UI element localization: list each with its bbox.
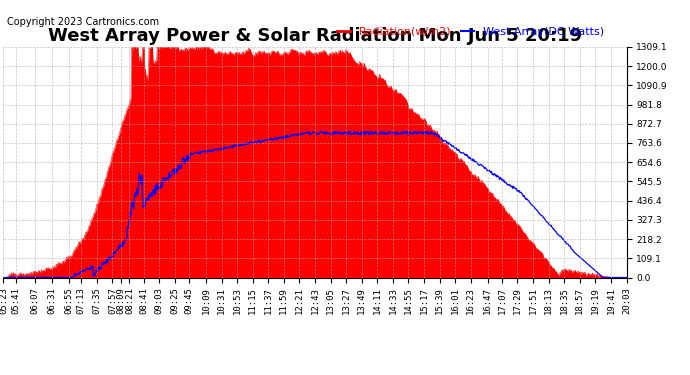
Legend: Radiation(w/m2), West Array(DC Watts): Radiation(w/m2), West Array(DC Watts) (333, 22, 609, 41)
Title: West Array Power & Solar Radiation Mon Jun 5 20:19: West Array Power & Solar Radiation Mon J… (48, 27, 582, 45)
Text: Copyright 2023 Cartronics.com: Copyright 2023 Cartronics.com (7, 17, 159, 27)
